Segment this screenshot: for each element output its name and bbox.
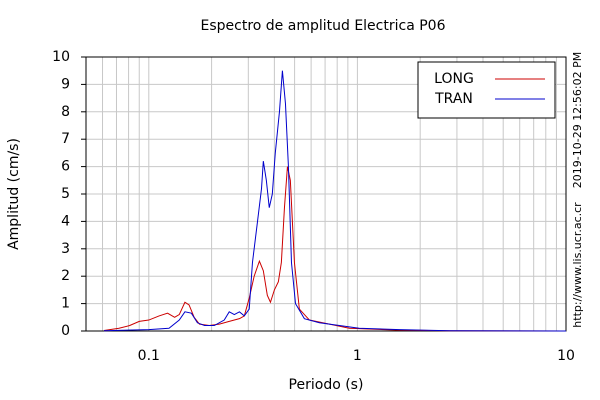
- source-url: http://www.lis.ucr.ac.cr: [571, 202, 584, 328]
- chart-title: Espectro de amplitud Electrica P06: [201, 18, 446, 34]
- x-tick-label: 10: [557, 348, 575, 364]
- y-tick-label: 3: [61, 241, 70, 257]
- legend-label: LONG: [434, 71, 474, 87]
- x-axis-label: Periodo (s): [289, 377, 364, 393]
- plot-frame: [85, 56, 567, 332]
- y-tick-label: 9: [61, 76, 70, 92]
- y-tick-label: 0: [61, 323, 70, 339]
- y-tick-label: 4: [61, 213, 70, 229]
- y-tick-label: 5: [61, 186, 70, 202]
- series-line: [103, 70, 567, 332]
- y-axis-label: Amplitud (cm/s): [6, 138, 22, 250]
- y-tick-label: 1: [61, 296, 70, 312]
- y-tick-label: 6: [61, 159, 70, 175]
- legend-label: TRAN: [434, 91, 473, 107]
- x-tick-label: 1: [353, 348, 362, 364]
- y-tick-label: 7: [61, 131, 70, 147]
- y-tick-label: 10: [52, 49, 70, 65]
- legend-box: [417, 61, 556, 119]
- x-tick-label: 0.1: [138, 348, 160, 364]
- series-line: [103, 166, 567, 332]
- y-tick-label: 2: [61, 268, 70, 284]
- y-tick-label: 8: [61, 104, 70, 120]
- timestamp: 2019-10-29 12:56:02 PM: [571, 52, 584, 188]
